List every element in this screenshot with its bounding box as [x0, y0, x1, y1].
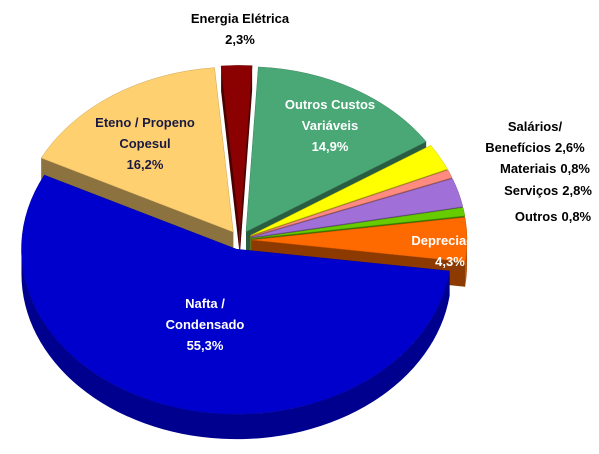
label-line: Outros Custos: [285, 97, 375, 112]
slice: [245, 66, 427, 233]
label-line: Salários/: [508, 119, 563, 134]
value-label: 2,6%: [555, 140, 585, 155]
value-label: 55,3%: [187, 338, 224, 353]
label-line: Condensado: [166, 317, 245, 332]
label-line: Depreciação: [411, 233, 488, 248]
label-line: Copesul: [119, 136, 170, 151]
slice-label: Nafta / Condensado 55,3%: [166, 296, 245, 353]
label-line: Serviços: [504, 183, 558, 198]
label-line: Eteno / Propeno: [95, 115, 195, 130]
label-line: Outros: [515, 209, 558, 224]
slice-label: Depreciação 4,3%: [411, 233, 488, 269]
slice-side: [239, 65, 253, 256]
slice-label: Materiais 0,8%: [500, 161, 590, 176]
slice: [251, 178, 464, 238]
slice: [251, 169, 453, 237]
slice-side: [221, 66, 240, 256]
value-label: 4,3%: [435, 254, 465, 269]
value-label: 0,8%: [561, 209, 591, 224]
label-line: Benefícios: [485, 140, 551, 155]
label-line: Materiais: [500, 161, 556, 176]
value-label: 14,9%: [312, 139, 349, 154]
slice-label: Energia Elétrica 2,3%: [191, 11, 290, 47]
slice-label: Salários/Benefícios 2,6%: [485, 119, 585, 155]
slice: [21, 174, 450, 415]
slice: [220, 65, 253, 231]
value-label: 16,2%: [127, 157, 164, 172]
value-label: 2,3%: [225, 32, 255, 47]
label-line: Nafta /: [185, 296, 225, 311]
value-label: 0,8%: [560, 161, 590, 176]
value-label: 2,8%: [562, 183, 592, 198]
slice: [40, 67, 234, 233]
slice: [251, 217, 468, 263]
slice-label: Eteno / Propeno Copesul 16,2%: [95, 115, 195, 172]
slice-label: Serviços 2,8%: [504, 183, 592, 198]
slice: [251, 207, 466, 239]
slice-label: Outros Custos Variáveis 14,9%: [285, 97, 375, 154]
slice: [250, 145, 448, 236]
label-line: Variáveis: [302, 118, 358, 133]
label-line: Energia Elétrica: [191, 11, 290, 26]
slice-label: Outros 0,8%: [515, 209, 592, 224]
